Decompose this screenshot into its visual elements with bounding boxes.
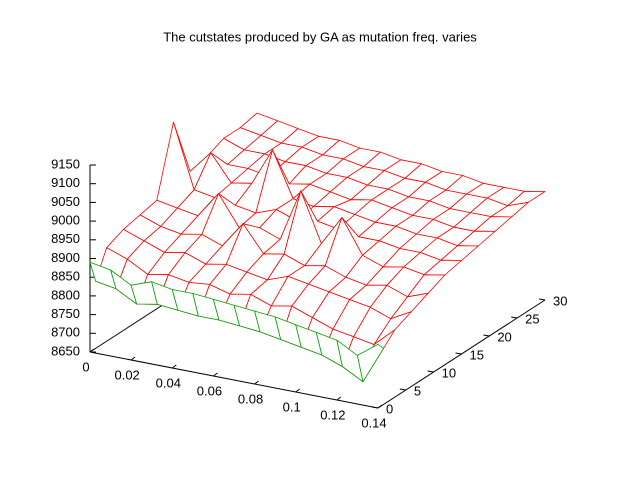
z-tick-label: 8850 bbox=[51, 269, 80, 284]
z-tick-label: 9100 bbox=[51, 175, 80, 190]
z-tick-label: 8950 bbox=[51, 231, 80, 246]
y-tick bbox=[511, 316, 518, 319]
x-tick-label: 0.1 bbox=[283, 399, 301, 414]
z-tick-label: 9050 bbox=[51, 194, 80, 209]
z-tick-label: 9150 bbox=[51, 156, 80, 171]
y-tick bbox=[455, 352, 462, 355]
y-tick-label: 25 bbox=[525, 311, 539, 326]
y-tick bbox=[538, 298, 546, 301]
x-axis bbox=[89, 351, 379, 409]
y-tick-label: 0 bbox=[386, 401, 393, 416]
x-tick bbox=[213, 372, 218, 377]
x-tick-label: 0.04 bbox=[156, 375, 181, 390]
x-tick bbox=[130, 356, 136, 361]
y-tick-label: 10 bbox=[442, 365, 456, 380]
y-tick-label: 5 bbox=[414, 383, 421, 398]
z-tick-label: 8750 bbox=[51, 306, 80, 321]
z-tick-label: 8800 bbox=[51, 287, 80, 302]
y-tick-label: 15 bbox=[470, 347, 484, 362]
x-tick bbox=[336, 396, 342, 401]
x-tick-label: 0.12 bbox=[320, 407, 345, 422]
z-tick-label: 8700 bbox=[51, 325, 80, 340]
chart-title: The cutstates produced by GA as mutation… bbox=[163, 29, 477, 44]
z-tick-label: 8650 bbox=[51, 343, 80, 358]
x-tick bbox=[89, 348, 95, 353]
x-tick-label: 0.14 bbox=[361, 415, 386, 430]
x-tick-label: 0.02 bbox=[114, 367, 139, 382]
surface-cell bbox=[356, 343, 385, 383]
axes: 8650 8700 8750 8800 8850 8900 8950 9000 9050 9100… bbox=[51, 156, 567, 430]
x-tick bbox=[295, 388, 301, 393]
y-tick-label: 20 bbox=[497, 329, 511, 344]
x-tick-label: 0.06 bbox=[197, 383, 222, 398]
y-tick bbox=[371, 406, 379, 409]
z-tick-label: 9000 bbox=[51, 213, 80, 228]
x-tick bbox=[254, 380, 259, 385]
z-tick-label: 8900 bbox=[51, 250, 80, 265]
y-tick-label: 30 bbox=[553, 293, 567, 308]
y-tick bbox=[427, 370, 434, 373]
surface bbox=[89, 112, 546, 383]
y-tick bbox=[483, 334, 490, 337]
x-tick-label: 0.08 bbox=[238, 391, 263, 406]
x-tick bbox=[377, 404, 383, 409]
x-tick bbox=[171, 364, 177, 369]
x-tick-label: 0 bbox=[82, 359, 89, 374]
y-tick bbox=[399, 388, 406, 391]
